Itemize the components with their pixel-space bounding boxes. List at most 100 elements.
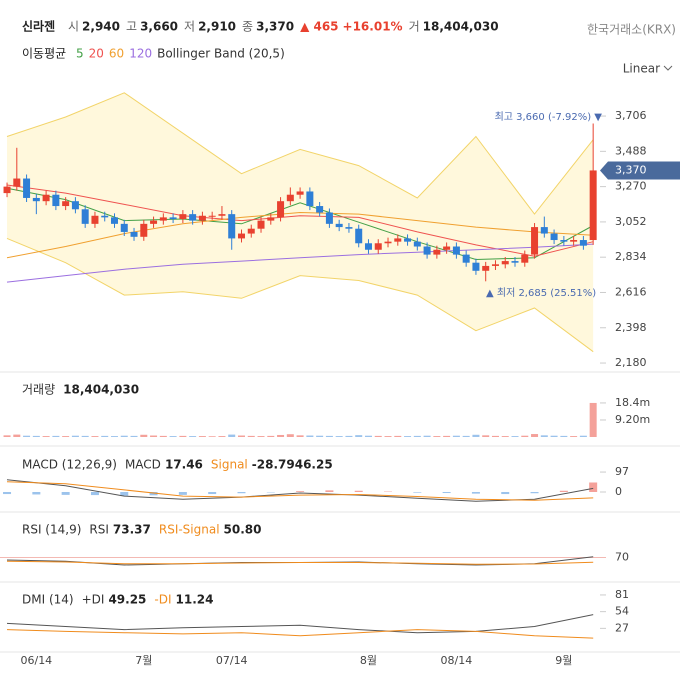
volume-bar xyxy=(423,435,431,437)
y-tick-label: 3,270 xyxy=(615,180,647,193)
volume-bar xyxy=(394,435,402,437)
volume-bar xyxy=(413,435,421,437)
exchange: 한국거래소(KRX) xyxy=(587,23,676,37)
x-tick-label: 9월 xyxy=(555,654,572,667)
scale-select[interactable]: Linear xyxy=(623,62,660,76)
macd-hist xyxy=(61,491,70,495)
change: ▲ 465 xyxy=(300,20,338,34)
candle-body xyxy=(540,227,548,234)
volume-bar xyxy=(511,436,519,437)
candle-body xyxy=(482,265,490,271)
volume-bar xyxy=(443,435,451,437)
field-label: 시 xyxy=(68,20,79,34)
volume-bar xyxy=(247,435,255,437)
candle-body xyxy=(325,212,333,224)
candle-body xyxy=(462,254,470,263)
y-tick-label: 2,398 xyxy=(615,321,647,334)
field-label: 종 xyxy=(242,20,253,34)
macd-hist xyxy=(501,491,510,495)
volume-bar xyxy=(364,435,372,437)
volume-bar xyxy=(140,434,148,437)
volume-bar xyxy=(13,434,21,437)
volume-bar xyxy=(482,435,490,437)
macd-hist xyxy=(178,491,187,495)
field-value: 3,370 xyxy=(256,20,294,34)
volume-bar xyxy=(404,436,412,437)
moving-average xyxy=(6,211,594,259)
legend-entry: 5 xyxy=(76,47,84,61)
macd-hist xyxy=(471,491,480,494)
volume-bar xyxy=(208,436,216,437)
band-lower xyxy=(6,237,594,353)
candle-body xyxy=(110,217,118,224)
macd-hist xyxy=(237,491,246,494)
candle-body xyxy=(277,201,285,218)
candle-body xyxy=(521,254,529,263)
macd-hist xyxy=(296,491,305,492)
volume-bar xyxy=(169,436,177,437)
candle-body xyxy=(228,214,236,239)
volume-bar xyxy=(452,435,460,437)
candle-body xyxy=(267,217,275,221)
volume-bar xyxy=(306,435,314,437)
volume-bar xyxy=(130,435,138,437)
volume-bar xyxy=(257,436,265,437)
macd-hist xyxy=(208,491,217,495)
field-value: 3,660 xyxy=(140,20,178,34)
y-tick-label: 9.20m xyxy=(615,413,650,426)
panel-title: DMI (14) xyxy=(22,593,74,607)
legend-entry: 60 xyxy=(109,47,124,61)
candle-body xyxy=(443,246,451,250)
series-name: Signal xyxy=(211,458,248,472)
candle-body xyxy=(198,215,206,221)
change-pct: +16.01% xyxy=(343,20,403,34)
x-tick-label: 8월 xyxy=(360,654,377,667)
candle-body xyxy=(511,261,519,263)
candle-body xyxy=(42,194,50,202)
volume-bar xyxy=(267,435,275,437)
field-label: 거 xyxy=(409,20,420,34)
indicator-line xyxy=(6,629,594,639)
volume-bar xyxy=(579,435,587,437)
candle-body xyxy=(13,178,21,187)
panel-title: 거래량 xyxy=(22,383,55,397)
series-name: +DI xyxy=(82,593,105,607)
y-tick-label: 3,488 xyxy=(615,144,647,157)
volume-bar xyxy=(81,435,89,437)
candle-body xyxy=(423,246,431,255)
volume-bar xyxy=(277,434,285,437)
candle-body xyxy=(306,191,314,207)
macd-hist xyxy=(530,491,539,494)
candle-body xyxy=(394,238,402,242)
volume-bar xyxy=(560,435,568,437)
candle-body xyxy=(550,233,558,241)
series-value: 50.80 xyxy=(224,523,262,537)
candle-body xyxy=(433,249,441,255)
volume-bar xyxy=(110,436,118,437)
macd-hist xyxy=(325,490,334,492)
series-name: RSI xyxy=(89,523,109,537)
y-tick-label: 54 xyxy=(615,605,629,618)
y-tick-label: 27 xyxy=(615,621,629,634)
candle-body xyxy=(101,215,109,218)
chevron[interactable] xyxy=(663,65,673,71)
series-value: 49.25 xyxy=(108,593,146,607)
candle-body xyxy=(374,243,382,250)
field-label: 고 xyxy=(126,20,137,34)
hist-value: 46.25 xyxy=(295,458,333,472)
candle-body xyxy=(120,223,128,232)
volume-bar xyxy=(120,435,128,437)
volume-bar xyxy=(189,436,197,437)
volume-bar xyxy=(472,434,480,437)
volume-bar xyxy=(101,435,109,437)
y-tick-label: 3,706 xyxy=(615,109,647,122)
macd-hist xyxy=(120,491,129,496)
price-tag xyxy=(600,161,680,180)
volume-bar xyxy=(32,435,40,437)
volume-bar xyxy=(384,436,392,437)
volume-bar xyxy=(286,434,294,437)
volume-bar xyxy=(374,435,382,437)
volume-bar xyxy=(316,435,324,437)
y-tick-label: 0 xyxy=(615,485,622,498)
indicator-line xyxy=(6,560,594,565)
